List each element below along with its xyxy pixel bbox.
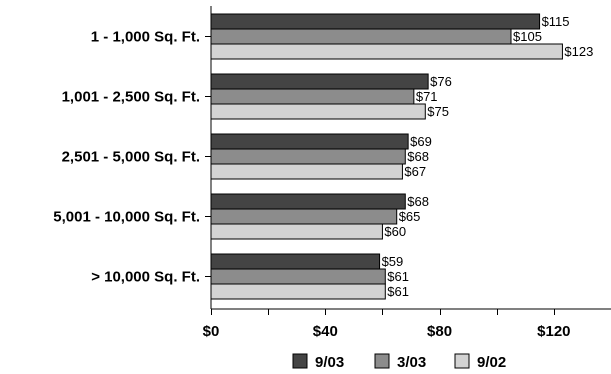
data-label: $61: [387, 269, 409, 284]
data-label: $75: [427, 104, 449, 119]
bar-9-03-3: [210, 193, 406, 210]
data-label: $65: [399, 209, 421, 224]
data-label: $115: [542, 14, 570, 29]
legend-label: 3/03: [397, 354, 426, 371]
bar-3-03-4: [210, 268, 386, 285]
legend-swatch-3-03: [374, 353, 390, 369]
data-label: $67: [404, 164, 426, 179]
axes-group: $0 $40 $80 $120: [203, 6, 611, 340]
x-tick-label: $80: [427, 323, 452, 340]
legend-swatch-9-02: [454, 353, 470, 369]
data-label: $68: [407, 149, 429, 164]
bar-9-03-0: [210, 13, 541, 30]
category-label: 5,001 - 10,000 Sq. Ft.: [53, 209, 200, 226]
data-label: $71: [416, 89, 438, 104]
category-label: 1 - 1,000 Sq. Ft.: [91, 29, 200, 46]
x-tick-label: $0: [203, 323, 220, 340]
data-label: $60: [384, 224, 406, 239]
bar-9-02-4: [210, 283, 386, 300]
bar-3-03-3: [210, 208, 398, 225]
data-label: $68: [407, 194, 429, 209]
bar-9-02-0: [210, 43, 563, 60]
legend: 9/03 3/03 9/02: [292, 353, 506, 371]
x-tick-label: $40: [313, 323, 338, 340]
bar-3-03-1: [210, 88, 415, 105]
category-label: 1,001 - 2,500 Sq. Ft.: [62, 89, 200, 106]
data-label: $61: [387, 284, 409, 299]
bar-9-02-3: [210, 223, 383, 240]
data-label: $76: [430, 74, 452, 89]
data-labels-group: $115$105$123$76$71$75$69$68$67$68$65$60$…: [382, 14, 594, 299]
category-label: 2,501 - 5,000 Sq. Ft.: [62, 149, 200, 166]
bar-9-03-1: [210, 73, 429, 90]
bar-3-03-2: [210, 148, 406, 165]
legend-label: 9/02: [477, 354, 506, 371]
data-label: $123: [564, 44, 593, 59]
legend-swatch-9-03: [292, 353, 308, 369]
bar-9-03-2: [210, 133, 409, 150]
bar-9-03-4: [210, 253, 381, 270]
x-tick-label: $120: [537, 323, 570, 340]
data-label: $105: [513, 29, 542, 44]
bar-9-02-2: [210, 163, 403, 180]
data-label: $69: [410, 134, 432, 149]
legend-label: 9/03: [315, 354, 344, 371]
data-label: $59: [382, 254, 404, 269]
category-label: > 10,000 Sq. Ft.: [91, 269, 200, 286]
category-labels-group: 1 - 1,000 Sq. Ft. 1,001 - 2,500 Sq. Ft. 2,…: [53, 29, 200, 286]
bar-3-03-0: [210, 28, 512, 45]
bar-9-02-1: [210, 103, 426, 120]
